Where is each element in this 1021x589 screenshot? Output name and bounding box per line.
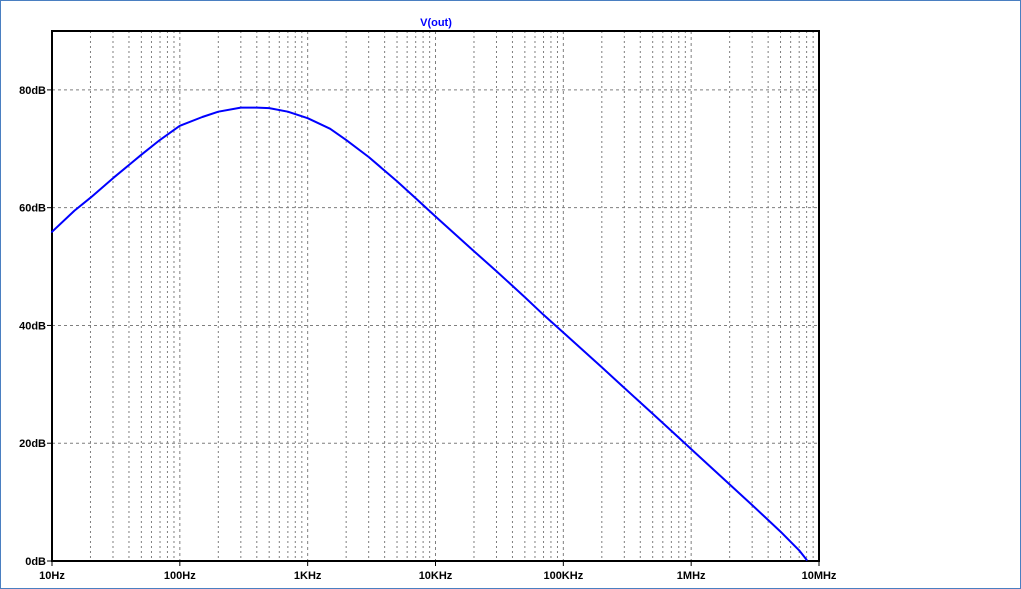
series-layer [51,106,808,561]
x-tick-label: 10Hz [39,570,65,582]
x-tick-label: 100KHz [543,570,583,582]
chart-title[interactable]: V(out) [420,17,452,29]
x-tick-label: 10MHz [802,570,837,582]
series-line-0[interactable] [51,106,808,561]
x-tick-label: 1MHz [677,570,706,582]
axis-ticks [47,89,820,566]
y-tick-label: 80dB [19,85,46,97]
y-tick-label: 0dB [25,556,46,568]
x-tick-label: 10KHz [419,570,453,582]
y-tick-label: 40dB [19,320,46,332]
axis-tick-labels: 10Hz 100Hz 1KHz 10KHz 100KHz 1MHz 10MHz 0dB 20dB… [19,85,837,582]
grid-lines [52,31,819,561]
x-tick-label: 1KHz [294,570,322,582]
y-tick-label: 20dB [19,438,46,450]
y-tick-label: 60dB [19,203,46,215]
x-tick-label: 100Hz [164,570,196,582]
